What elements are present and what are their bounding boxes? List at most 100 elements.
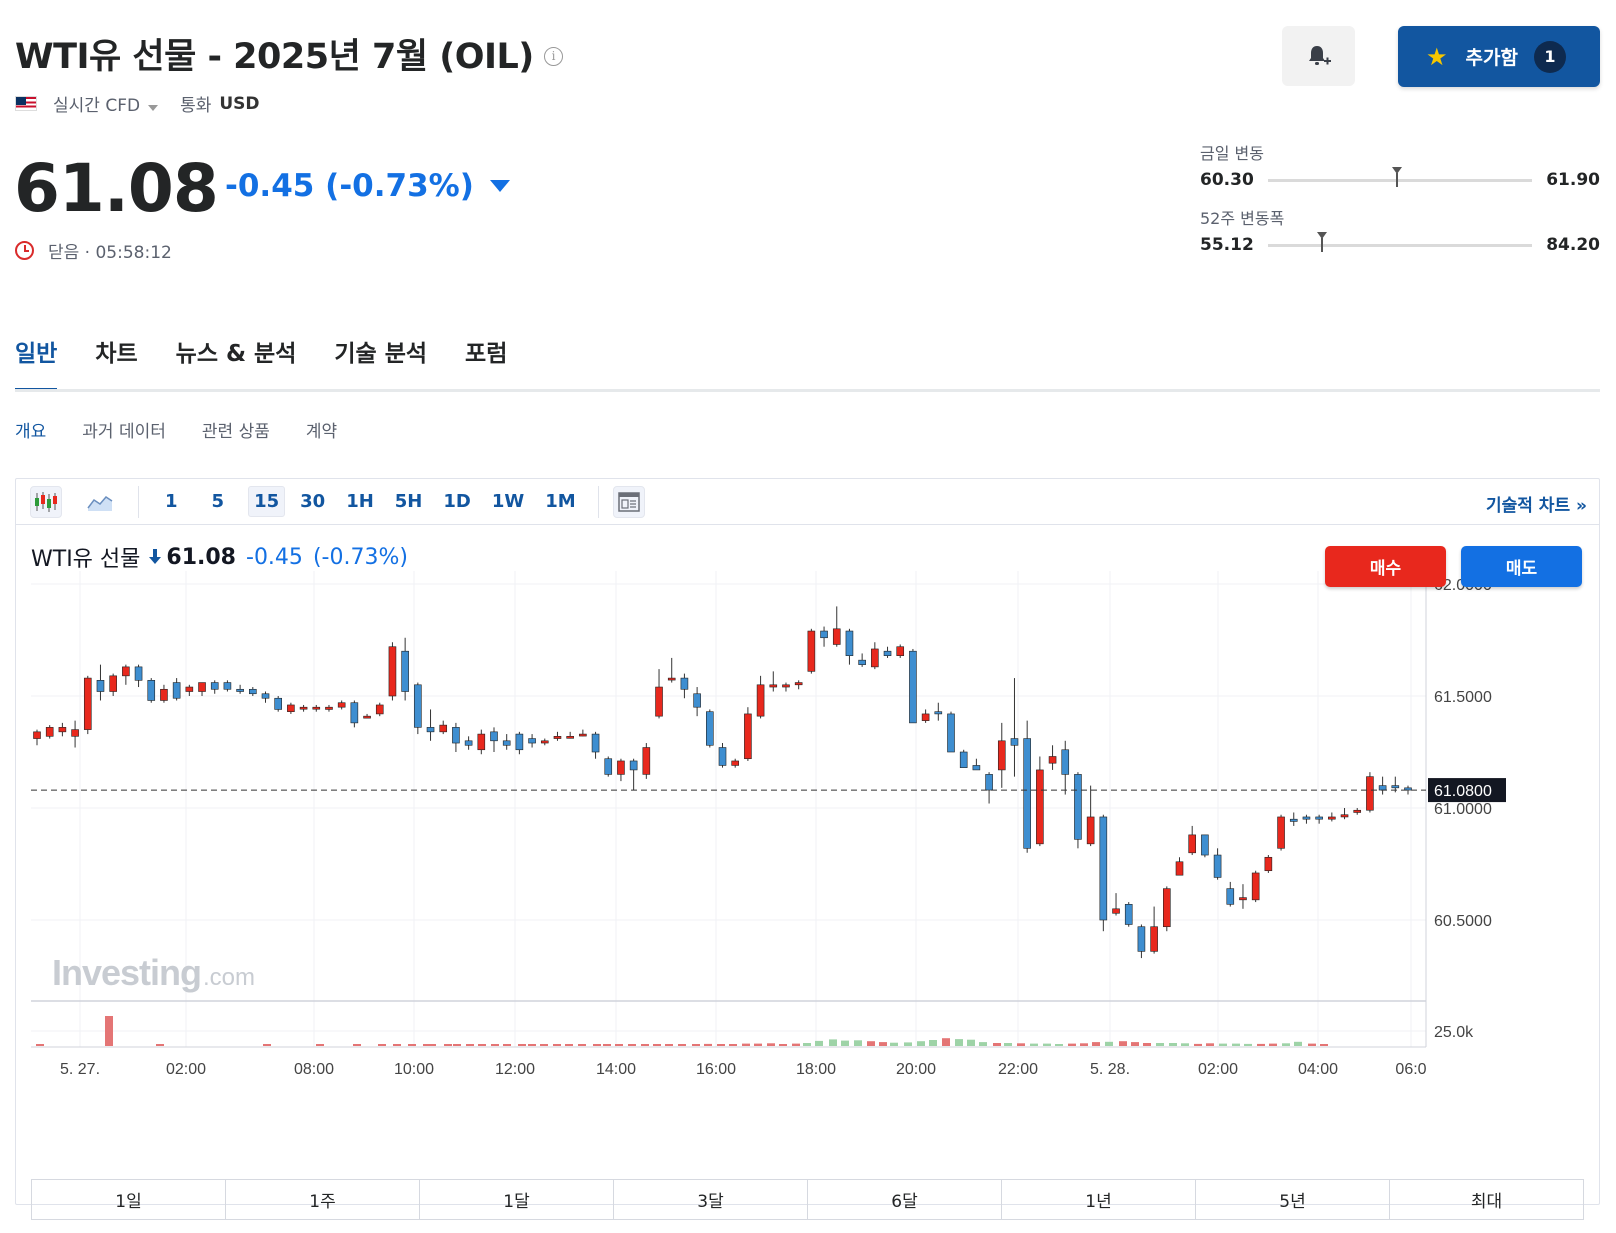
price-tick-label: 61.0000 bbox=[1434, 801, 1492, 818]
volume-bar bbox=[1232, 1043, 1240, 1046]
candle-body bbox=[1391, 785, 1400, 789]
candle-body bbox=[1251, 872, 1260, 901]
candle-body bbox=[845, 630, 854, 656]
tab-chart[interactable]: 차트 bbox=[95, 341, 138, 367]
subtab-historical-data[interactable]: 과거 데이터 bbox=[82, 422, 166, 442]
subtab-summary[interactable]: 개요 bbox=[15, 422, 47, 442]
candle-body bbox=[1124, 904, 1133, 925]
candle-body bbox=[1404, 787, 1412, 791]
candle-body bbox=[959, 751, 968, 768]
volume-bar bbox=[1257, 1043, 1265, 1046]
volume-bar bbox=[904, 1042, 912, 1046]
subtab-related[interactable]: 관련 상품 bbox=[201, 422, 270, 442]
candle-body bbox=[160, 688, 168, 701]
volume-bar bbox=[565, 1044, 573, 1046]
volume-bar bbox=[628, 1044, 636, 1046]
period-1w[interactable]: 1주 bbox=[226, 1180, 420, 1219]
technical-chart-link[interactable]: 기술적 차트 » bbox=[1485, 496, 1587, 516]
period-1y[interactable]: 1년 bbox=[1002, 1180, 1196, 1219]
candle-body bbox=[45, 727, 54, 737]
candle-body bbox=[566, 736, 574, 739]
candle-body bbox=[832, 628, 841, 645]
last-price-badge bbox=[1428, 778, 1506, 803]
week52-range-track bbox=[1267, 231, 1533, 252]
volume-bar bbox=[717, 1044, 725, 1046]
interval-1[interactable]: 1 bbox=[165, 491, 178, 512]
period-5y[interactable]: 5년 bbox=[1196, 1180, 1390, 1219]
volume-bar bbox=[528, 1044, 536, 1046]
candle-body bbox=[883, 650, 892, 656]
area-type-button[interactable] bbox=[84, 486, 116, 518]
candle-body bbox=[909, 650, 917, 724]
candle-body bbox=[464, 740, 473, 746]
sell-button[interactable]: 매도 bbox=[1461, 546, 1582, 587]
candle-body bbox=[731, 760, 739, 766]
interval-1m[interactable]: 1M bbox=[545, 491, 576, 512]
price-tick-label: 61.5000 bbox=[1434, 689, 1492, 706]
info-icon[interactable]: i bbox=[543, 47, 563, 66]
volume-bar bbox=[792, 1043, 800, 1046]
tab-overview[interactable]: 일반 bbox=[15, 334, 58, 392]
period-max[interactable]: 최대 bbox=[1470, 1192, 1503, 1212]
add-to-watchlist-button[interactable]: ★ 추가함 1 bbox=[1398, 26, 1600, 87]
candle-body bbox=[667, 677, 676, 681]
interval-1w[interactable]: 1W bbox=[491, 491, 525, 512]
volume-bar bbox=[1017, 1043, 1025, 1046]
candle-body bbox=[210, 682, 219, 690]
interval-1d[interactable]: 1D bbox=[443, 491, 471, 512]
period-3m[interactable]: 3달 bbox=[614, 1180, 808, 1219]
candle-body bbox=[934, 711, 943, 715]
interval-5h[interactable]: 5H bbox=[394, 491, 423, 512]
interval-1h[interactable]: 1H bbox=[346, 491, 374, 512]
tab-technical[interactable]: 기술 분석 bbox=[334, 341, 428, 367]
chart-widget: 1 5 15 30 1H 5H 1D 1W 1M 기술적 차트 » Invest… bbox=[15, 478, 1600, 1220]
currency-value: USD bbox=[219, 93, 260, 114]
period-6m[interactable]: 6달 bbox=[808, 1180, 1002, 1219]
buy-button[interactable]: 매수 bbox=[1325, 546, 1446, 587]
day-range: 금일 변동 60.30 61.90 bbox=[1200, 140, 1600, 190]
interval-30[interactable]: 30 bbox=[300, 491, 326, 512]
candlestick-type-button[interactable] bbox=[30, 485, 62, 518]
volume-bar bbox=[478, 1044, 486, 1046]
candle-body bbox=[807, 630, 816, 672]
candle-body bbox=[1315, 816, 1323, 820]
tab-forum[interactable]: 포럼 bbox=[465, 341, 508, 367]
volume-bar bbox=[829, 1039, 837, 1046]
toolbar-separator bbox=[597, 485, 599, 518]
volume-bar bbox=[854, 1040, 862, 1046]
time-tick-label: 10:00 bbox=[394, 1061, 434, 1078]
period-1d[interactable]: 1일 bbox=[32, 1180, 226, 1219]
candle-body bbox=[540, 740, 549, 744]
volume-bar bbox=[263, 1044, 271, 1046]
bell-plus-icon bbox=[1308, 46, 1331, 65]
volume-bar bbox=[704, 1043, 712, 1046]
candle-body bbox=[122, 666, 130, 677]
price-chart[interactable]: Investing .com 62.000061.500061.000060.5… bbox=[16, 479, 1599, 1169]
legend-percent: (-0.73%) bbox=[312, 544, 408, 570]
currency-label: 통화 bbox=[180, 96, 212, 116]
candle-body bbox=[1289, 818, 1298, 822]
period-1m[interactable]: 1달 bbox=[420, 1180, 614, 1219]
tab-news[interactable]: 뉴스 & 분석 bbox=[175, 341, 297, 367]
price-change-value: -0.45 (-0.73%) bbox=[225, 168, 474, 204]
candle-body bbox=[1074, 774, 1082, 840]
volume-bar bbox=[453, 1044, 461, 1046]
candle-body bbox=[1137, 926, 1146, 952]
subtab-contracts[interactable]: 계약 bbox=[305, 422, 338, 442]
candle-body bbox=[249, 688, 257, 695]
candle-body bbox=[185, 686, 194, 692]
candle-body bbox=[147, 680, 156, 701]
watermark-brand: Investing bbox=[52, 952, 201, 993]
interval-5[interactable]: 5 bbox=[211, 491, 225, 512]
market-status: 닫음 · 05:58:12 bbox=[15, 238, 172, 263]
day-range-track bbox=[1267, 166, 1533, 187]
candle-body bbox=[858, 659, 866, 665]
interval-15[interactable]: 15 bbox=[248, 486, 286, 517]
market-type-dropdown[interactable]: 실시간 CFD bbox=[53, 91, 159, 116]
candle-body bbox=[502, 740, 511, 746]
price-alert-button[interactable] bbox=[1282, 26, 1355, 86]
candle-body bbox=[1340, 814, 1349, 818]
volume-bar bbox=[955, 1039, 963, 1046]
layout-button[interactable] bbox=[612, 485, 645, 518]
candle-body bbox=[337, 702, 346, 708]
